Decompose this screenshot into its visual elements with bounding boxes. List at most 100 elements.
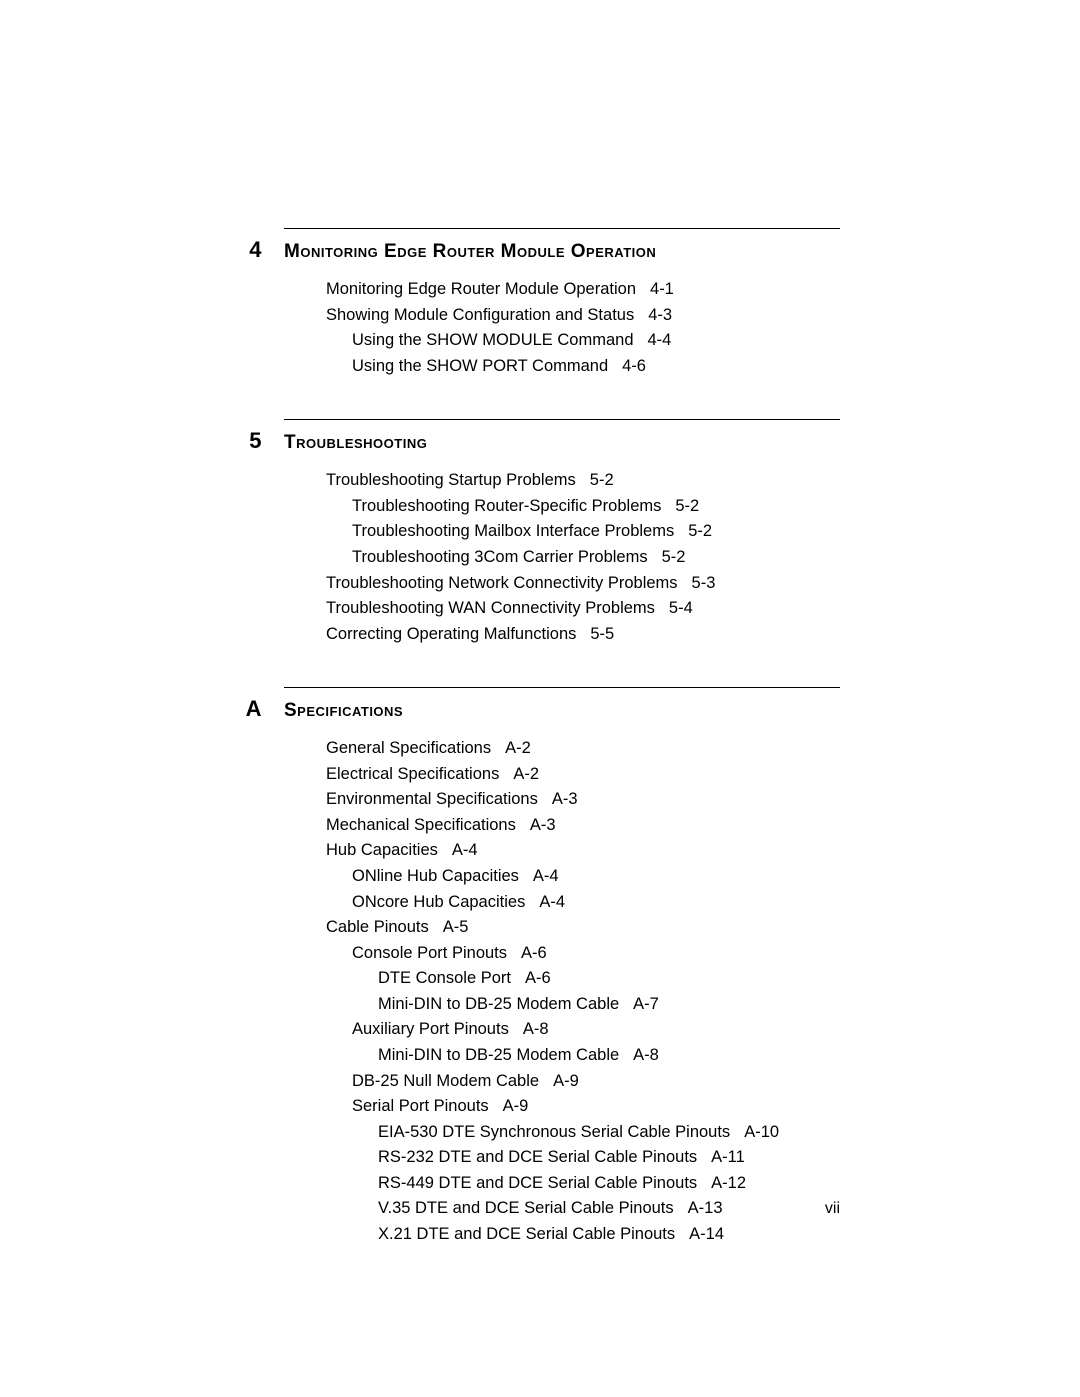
toc-entry: Cable Pinouts A-5 bbox=[326, 915, 1080, 941]
toc-entry-page: A-14 bbox=[689, 1225, 724, 1243]
toc-entry-page: A-3 bbox=[552, 790, 578, 808]
chapter-title: Troubleshooting bbox=[284, 432, 427, 454]
toc-entry: EIA-530 DTE Synchronous Serial Cable Pin… bbox=[378, 1120, 1080, 1146]
toc-entry: Mini-DIN to DB-25 Modem Cable A-8 bbox=[378, 1043, 1080, 1069]
toc-sections: 4Monitoring Edge Router Module Operation… bbox=[0, 228, 1080, 1247]
toc-entry: V.35 DTE and DCE Serial Cable Pinouts A-1… bbox=[378, 1196, 1080, 1222]
toc-entry-text: Troubleshooting Network Connectivity Pro… bbox=[326, 574, 678, 592]
toc-entry: RS-232 DTE and DCE Serial Cable Pinouts A… bbox=[378, 1145, 1080, 1171]
toc-entry-page: A-2 bbox=[505, 739, 531, 757]
toc-entry-text: Troubleshooting WAN Connectivity Problem… bbox=[326, 599, 655, 617]
toc-entry-page: A-6 bbox=[525, 969, 551, 987]
toc-entry-page: 5-2 bbox=[688, 522, 712, 540]
toc-entry-page: A-4 bbox=[533, 867, 559, 885]
toc-entry: General Specifications A-2 bbox=[326, 736, 1080, 762]
toc-section: 4Monitoring Edge Router Module Operation… bbox=[0, 228, 1080, 379]
toc-entry-page: A-11 bbox=[711, 1148, 745, 1166]
toc-entry-text: Environmental Specifications bbox=[326, 790, 538, 808]
toc-entry: Troubleshooting Router-Specific Problems… bbox=[352, 494, 1080, 520]
toc-entry-text: Troubleshooting Router-Specific Problems bbox=[352, 497, 661, 515]
toc-entry-page: A-6 bbox=[521, 944, 547, 962]
toc-entry-page: A-4 bbox=[452, 841, 478, 859]
toc-page: 4Monitoring Edge Router Module Operation… bbox=[0, 0, 1080, 1397]
toc-entry-text: V.35 DTE and DCE Serial Cable Pinouts bbox=[378, 1199, 674, 1217]
toc-entry-page: A-10 bbox=[744, 1123, 779, 1141]
toc-entry: Auxiliary Port PinoutsA-8 bbox=[352, 1017, 1080, 1043]
toc-entry: Electrical Specifications A-2 bbox=[326, 762, 1080, 788]
toc-entry: ONline Hub CapacitiesA-4 bbox=[352, 864, 1080, 890]
toc-entry-text: Serial Port Pinouts bbox=[352, 1097, 489, 1115]
toc-entry-page: 4-1 bbox=[650, 280, 674, 298]
toc-entry: Monitoring Edge Router Module Operation 4… bbox=[326, 277, 1080, 303]
toc-entry-text: Showing Module Configuration and Status bbox=[326, 306, 634, 324]
toc-entry: Troubleshooting Startup Problems5-2 bbox=[326, 468, 1080, 494]
toc-entry: ONcore Hub Capacities A-4 bbox=[352, 890, 1080, 916]
toc-entry-text: Electrical Specifications bbox=[326, 765, 499, 783]
toc-entry-text: Mini-DIN to DB-25 Modem Cable bbox=[378, 1046, 619, 1064]
toc-entry-page: A-13 bbox=[688, 1199, 723, 1217]
toc-entry-text: Auxiliary Port Pinouts bbox=[352, 1020, 509, 1038]
toc-entry: X.21 DTE and DCE Serial Cable Pinouts A-1… bbox=[378, 1222, 1080, 1248]
toc-entry-text: Hub Capacities bbox=[326, 841, 438, 859]
toc-entry-text: Mechanical Specifications bbox=[326, 816, 516, 834]
toc-entry-text: Correcting Operating Malfunctions bbox=[326, 625, 576, 643]
toc-entry-page: A-5 bbox=[443, 918, 469, 936]
section-rule bbox=[284, 419, 840, 420]
toc-entry-page: A-4 bbox=[539, 893, 565, 911]
chapter-number: 4 bbox=[0, 237, 284, 263]
toc-entry-page: A-8 bbox=[633, 1046, 659, 1064]
toc-entry-text: Console Port Pinouts bbox=[352, 944, 507, 962]
section-header: 5Troubleshooting bbox=[0, 428, 1080, 454]
toc-entry-text: Troubleshooting Startup Problems bbox=[326, 471, 576, 489]
toc-entry: Troubleshooting Network Connectivity Pro… bbox=[326, 571, 1080, 597]
toc-entry-text: Monitoring Edge Router Module Operation bbox=[326, 280, 636, 298]
toc-entry-page: A-12 bbox=[711, 1174, 746, 1192]
toc-entry: Serial Port PinoutsA-9 bbox=[352, 1094, 1080, 1120]
toc-entry-page: A-9 bbox=[553, 1072, 579, 1090]
toc-entry-text: EIA-530 DTE Synchronous Serial Cable Pin… bbox=[378, 1123, 730, 1141]
toc-entries: General SpecificationsA-2Electrical Spec… bbox=[326, 736, 1080, 1247]
toc-entry-text: Using the SHOW PORT Command bbox=[352, 357, 608, 375]
toc-entry: Mini-DIN to DB-25 Modem Cable A-7 bbox=[378, 992, 1080, 1018]
toc-entry: Mechanical Specifications A-3 bbox=[326, 813, 1080, 839]
toc-entry: Showing Module Configuration and Status 4… bbox=[326, 303, 1080, 329]
chapter-number: 5 bbox=[0, 428, 284, 454]
toc-entry-text: Using the SHOW MODULE Command bbox=[352, 331, 634, 349]
toc-entry: Console Port Pinouts A-6 bbox=[352, 941, 1080, 967]
toc-entry-page: 4-3 bbox=[648, 306, 672, 324]
toc-entries: Troubleshooting Startup Problems5-2Troub… bbox=[326, 468, 1080, 647]
toc-entry-text: DB-25 Null Modem Cable bbox=[352, 1072, 539, 1090]
toc-entry-page: 5-2 bbox=[675, 497, 699, 515]
chapter-title: Monitoring Edge Router Module Operation bbox=[284, 241, 656, 263]
toc-entry-text: General Specifications bbox=[326, 739, 491, 757]
toc-entry-text: X.21 DTE and DCE Serial Cable Pinouts bbox=[378, 1225, 675, 1243]
toc-entry: Using the SHOW MODULE Command 4-4 bbox=[352, 328, 1080, 354]
toc-entry-text: ONcore Hub Capacities bbox=[352, 893, 525, 911]
toc-entry: Correcting Operating Malfunctions5-5 bbox=[326, 622, 1080, 648]
toc-entry-page: A-3 bbox=[530, 816, 556, 834]
toc-entry-text: Cable Pinouts bbox=[326, 918, 429, 936]
toc-entry-page: 5-3 bbox=[692, 574, 716, 592]
toc-section: ASpecificationsGeneral SpecificationsA-2… bbox=[0, 687, 1080, 1247]
toc-entry: Using the SHOW PORT Command 4-6 bbox=[352, 354, 1080, 380]
toc-entry: Environmental Specifications A-3 bbox=[326, 787, 1080, 813]
section-header: 4Monitoring Edge Router Module Operation bbox=[0, 237, 1080, 263]
toc-entry-page: 4-6 bbox=[622, 357, 646, 375]
toc-entry-page: A-7 bbox=[633, 995, 659, 1013]
section-rule bbox=[284, 687, 840, 688]
toc-entry: DTE Console PortA-6 bbox=[378, 966, 1080, 992]
toc-entry-text: Troubleshooting 3Com Carrier Problems bbox=[352, 548, 648, 566]
toc-entry: Troubleshooting 3Com Carrier Problems5-2 bbox=[352, 545, 1080, 571]
toc-entry: DB-25 Null Modem Cable A-9 bbox=[352, 1069, 1080, 1095]
toc-entry-page: 4-4 bbox=[648, 331, 672, 349]
toc-entries: Monitoring Edge Router Module Operation 4… bbox=[326, 277, 1080, 379]
toc-entry-text: RS-449 DTE and DCE Serial Cable Pinouts bbox=[378, 1174, 697, 1192]
chapter-title: Specifications bbox=[284, 700, 403, 722]
toc-entry-text: Troubleshooting Mailbox Interface Proble… bbox=[352, 522, 674, 540]
toc-entry: RS-449 DTE and DCE Serial Cable Pinouts A… bbox=[378, 1171, 1080, 1197]
toc-entry: Hub Capacities A-4 bbox=[326, 838, 1080, 864]
toc-entry-text: RS-232 DTE and DCE Serial Cable Pinouts bbox=[378, 1148, 697, 1166]
toc-entry-text: Mini-DIN to DB-25 Modem Cable bbox=[378, 995, 619, 1013]
toc-entry-page: A-2 bbox=[513, 765, 539, 783]
toc-entry: Troubleshooting WAN Connectivity Problem… bbox=[326, 596, 1080, 622]
